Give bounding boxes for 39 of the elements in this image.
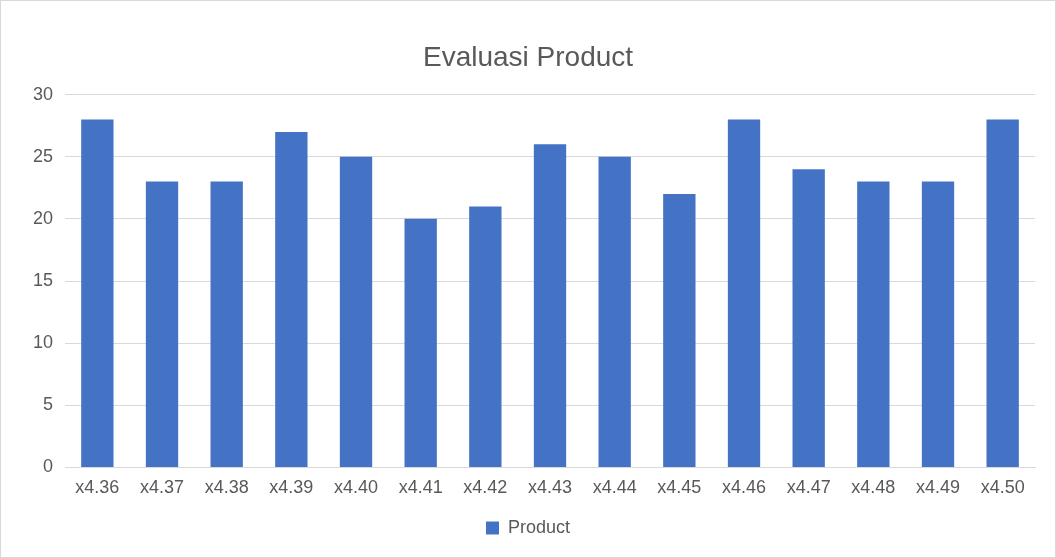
x-tick-label: x4.37 xyxy=(140,477,185,498)
chart-title: Evaluasi Product xyxy=(422,40,634,72)
x-tick-label: x4.41 xyxy=(398,477,443,498)
y-tick-label: 10 xyxy=(32,332,54,353)
x-tick-label: x4.47 xyxy=(786,477,831,498)
x-tick-label: x4.49 xyxy=(915,477,961,498)
x-tick-label: x4.48 xyxy=(851,477,896,498)
bar xyxy=(857,181,890,467)
legend-label: Product xyxy=(507,516,571,537)
y-tick-label: 20 xyxy=(32,207,54,228)
x-tick-label: x4.44 xyxy=(592,477,637,498)
bar xyxy=(145,181,179,467)
x-tick-label: x4.39 xyxy=(269,477,314,498)
x-tick-label: x4.40 xyxy=(333,477,379,498)
x-tick-label: x4.46 xyxy=(721,477,767,498)
bar xyxy=(921,181,955,467)
x-tick-label: x4.43 xyxy=(527,477,573,498)
y-tick-label: 30 xyxy=(32,83,54,104)
x-tick-label: x4.45 xyxy=(657,477,702,498)
y-tick-label: 25 xyxy=(32,145,54,166)
bar xyxy=(339,156,373,467)
bar xyxy=(404,218,437,467)
bar xyxy=(275,131,308,467)
y-tick-label: 15 xyxy=(32,269,54,290)
bar xyxy=(792,169,825,467)
x-tick-label: x4.38 xyxy=(204,477,249,498)
bar xyxy=(210,181,243,467)
y-tick-label: 0 xyxy=(43,456,54,477)
bar xyxy=(598,156,631,467)
bar xyxy=(469,206,502,467)
x-tick-label: x4.42 xyxy=(463,477,508,498)
bar xyxy=(663,194,696,467)
x-tick-label: x4.36 xyxy=(75,477,120,498)
bar xyxy=(81,119,114,467)
bar xyxy=(533,144,567,467)
bar xyxy=(727,119,761,467)
bar xyxy=(986,119,1019,467)
y-tick-label: 5 xyxy=(43,394,54,415)
x-tick-label: x4.50 xyxy=(980,477,1025,498)
